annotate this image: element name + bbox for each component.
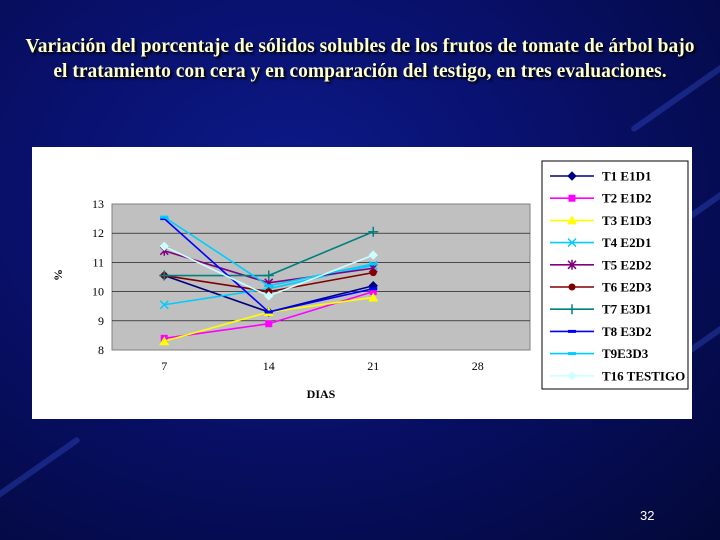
x-axis-ticks: 7 14 21 28 [161,359,484,373]
data-point-s2 [265,320,273,328]
legend-label-s7: T7 E3D1 [602,302,651,317]
series-s7 [159,226,379,281]
series-s9 [160,215,378,288]
data-point-s7 [263,270,274,281]
legend-item-s7: T7 E3D1 [550,302,651,317]
slide-number: 32 [640,508,655,523]
legend-item-s3: T3 E1D3 [550,213,652,228]
line-chart: 8 9 10 11 12 13 7 14 21 28 % DIAS T1 E1D1 T2 E1D2… [51,160,689,401]
data-point-legend-s10 [567,371,577,381]
legend-label-s10: T16 TESTIGO [602,368,685,383]
legend-item-s6: T6 E2D3 [550,280,652,295]
data-point-legend-s6 [568,283,576,291]
series-group [159,215,379,346]
legend-item-s10: T16 TESTIGO [550,368,685,383]
legend-item-s1: T1 E1D1 [550,169,651,184]
slide-title: Variación del porcentaje de sólidos solu… [25,36,695,82]
data-point-s8 [369,287,378,291]
y-tick-label: 10 [92,285,104,299]
grid-lines [112,232,530,322]
legend-item-s8: T8 E3D2 [550,324,651,339]
data-point-legend-s2 [568,194,576,202]
y-tick-label: 12 [92,226,104,240]
legend-item-s5: T5 E2D2 [550,257,651,272]
data-point-s7 [368,226,379,237]
legend-item-s9: T9E3D3 [550,346,649,361]
legend: T1 E1D1 T2 E1D2 T3 E1D3 T4 E2D1 T5 E2D2 T6 E2… [550,169,685,383]
legend-label-s2: T2 E1D2 [602,191,651,206]
y-tick-label: 8 [98,343,104,357]
data-point-s2 [369,288,377,296]
data-point-legend-s1 [567,171,577,181]
data-point-s3 [159,336,170,346]
y-tick-label: 9 [98,314,104,328]
data-point-s9 [264,284,273,288]
data-point-legend-s8 [568,329,576,333]
legend-item-s2: T2 E1D2 [550,191,651,206]
data-point-s8 [264,310,273,314]
data-point-s7 [159,270,170,281]
data-point-s6 [369,269,377,277]
data-point-s9 [369,262,378,266]
legend-item-s4: T4 E2D1 [550,235,651,250]
x-tick-label: 21 [367,359,379,373]
data-point-legend-s3 [567,215,577,225]
data-point-legend-s4 [567,238,577,248]
legend-label-s1: T1 E1D1 [602,169,651,184]
legend-label-s6: T6 E2D3 [602,280,652,295]
legend-label-s9: T9E3D3 [602,346,649,361]
data-point-s10 [368,250,378,260]
legend-label-s4: T4 E2D1 [602,235,651,250]
legend-label-s5: T5 E2D2 [602,257,651,272]
x-axis-title: DIAS [307,387,336,401]
y-axis-title: % [51,269,65,281]
data-point-s3 [368,292,379,302]
legend-label-s3: T3 E1D3 [602,213,652,228]
legend-label-s8: T8 E3D2 [602,324,651,339]
y-axis-ticks: 8 9 10 11 12 13 [92,197,104,357]
x-tick-label: 14 [263,359,275,373]
y-tick-label: 11 [92,255,104,269]
data-point-legend-s9 [568,352,576,356]
data-point-s10 [159,241,169,252]
data-point-legend-s5 [567,259,577,270]
series-s10 [159,241,378,301]
x-tick-label: 28 [472,359,484,373]
data-point-s4 [159,300,169,310]
x-tick-label: 7 [161,359,167,373]
data-point-legend-s7 [567,304,577,315]
chart-panel: 8 9 10 11 12 13 7 14 21 28 % DIAS T1 E1D1 T2 E1D2… [32,147,692,419]
data-point-s10 [264,291,274,301]
data-point-s9 [160,215,169,219]
y-tick-label: 13 [92,197,104,211]
